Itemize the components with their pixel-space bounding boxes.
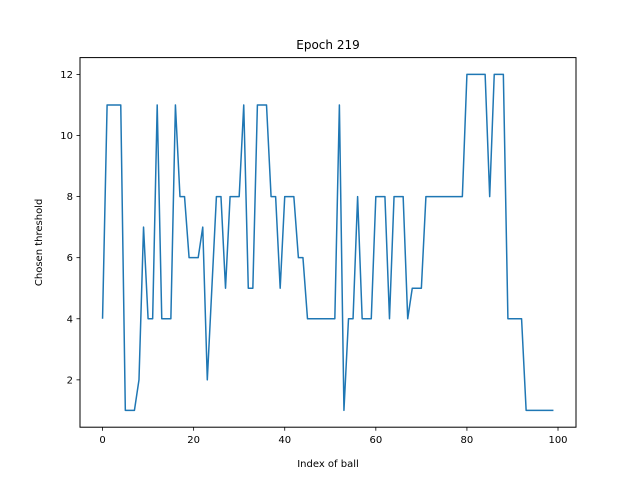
x-tick-label: 40 bbox=[278, 435, 291, 446]
axes-frame bbox=[79, 57, 577, 428]
y-tick-label: 2 bbox=[67, 375, 73, 386]
x-tick-label: 80 bbox=[461, 435, 474, 446]
y-tick-label: 12 bbox=[60, 70, 73, 81]
series-line bbox=[101, 73, 554, 412]
y-tick-label: 4 bbox=[67, 314, 73, 325]
x-tick-label: 60 bbox=[369, 435, 382, 446]
x-tick-label: 100 bbox=[548, 435, 567, 446]
y-tick-label: 8 bbox=[67, 192, 73, 203]
chart-title: Epoch 219 bbox=[296, 38, 359, 52]
y-axis: 2 4 6 8 10 12 bbox=[60, 70, 80, 386]
y-tick-label: 10 bbox=[60, 131, 73, 142]
x-tick-label: 20 bbox=[187, 435, 200, 446]
y-tick-label: 6 bbox=[67, 253, 73, 264]
x-axis-label: Index of ball bbox=[297, 459, 359, 470]
x-axis: 0 20 40 60 80 100 bbox=[99, 427, 568, 446]
y-axis-label: Chosen threshold bbox=[34, 199, 45, 286]
x-tick-label: 0 bbox=[99, 435, 105, 446]
plot-area bbox=[101, 73, 554, 412]
